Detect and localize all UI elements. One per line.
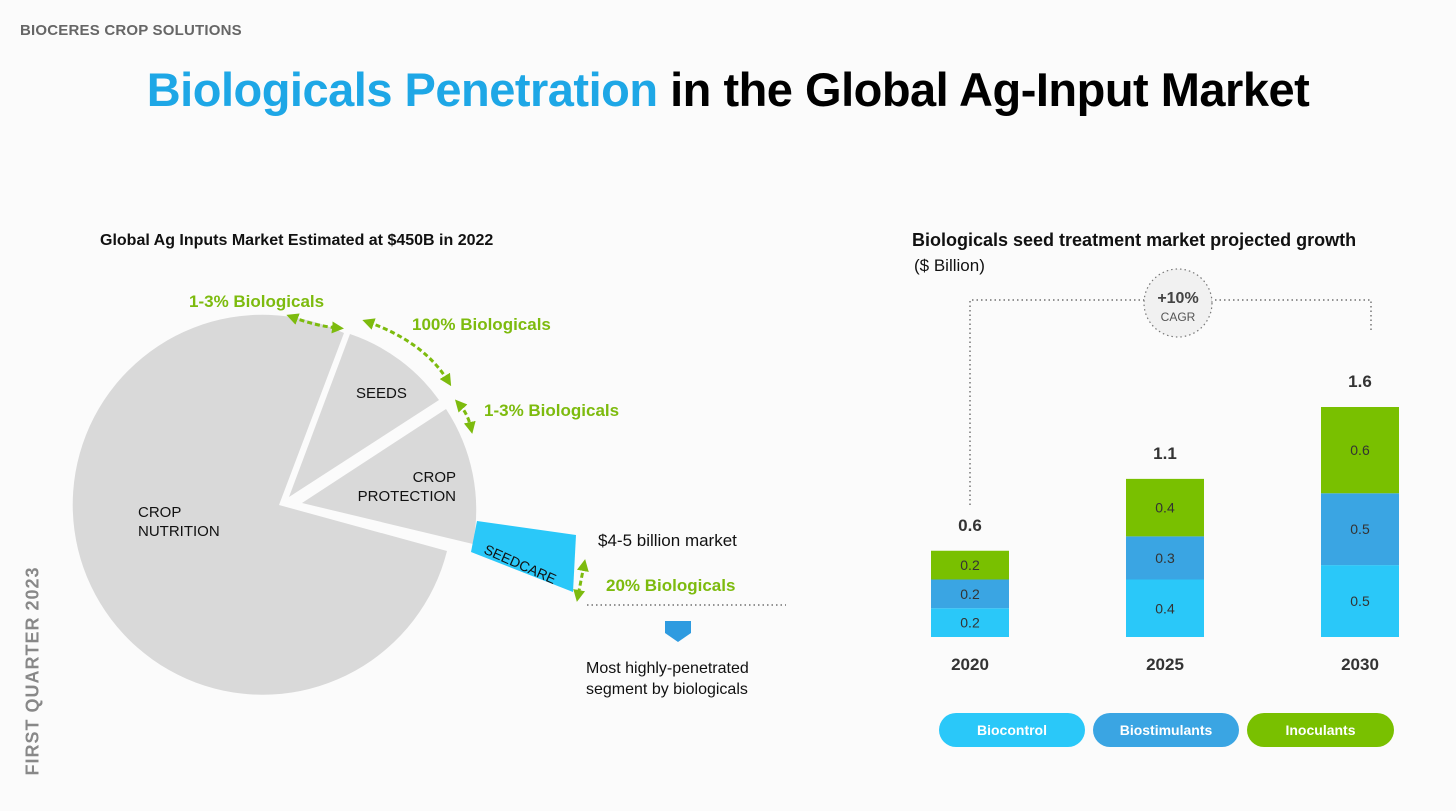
- legend-biostimulants: Biostimulants: [1093, 713, 1239, 747]
- bar-value-label: 0.2: [960, 557, 980, 573]
- legend-label: Biostimulants: [1119, 722, 1213, 738]
- down-pointer-icon: [665, 621, 691, 642]
- seeds-bio-label: 100% Biologicals: [412, 315, 551, 334]
- seeds-arrow: [362, 318, 452, 387]
- pie-label-nutrition: CROP NUTRITION: [138, 504, 220, 540]
- company-name: BIOCERES CROP SOLUTIONS: [20, 22, 242, 39]
- title-highlight: Biologicals Penetration: [146, 63, 658, 116]
- page-title: Biologicals Penetration in the Global Ag…: [0, 62, 1456, 117]
- bar-inoculants-2025: [1126, 478, 1204, 537]
- pie-title: Global Ag Inputs Market Estimated at $45…: [100, 232, 494, 249]
- bar-value-label: 0.4: [1155, 500, 1175, 516]
- bar-value-label: 0.2: [960, 586, 980, 602]
- legend-label: Inoculants: [1285, 722, 1356, 738]
- nutrition-arrow: [286, 313, 344, 334]
- protection-bio-label: 1-3% Biologicals: [484, 401, 620, 420]
- cagr-label: CAGR: [1161, 310, 1196, 324]
- seedcare-market-label: $4-5 billion market: [598, 531, 737, 550]
- seedcare-bio-label: 20% Biologicals: [606, 576, 736, 595]
- x-tick-label: 2030: [1341, 655, 1379, 674]
- bar-biocontrol-2030: [1321, 565, 1399, 637]
- bar-total-label: 1.6: [1348, 372, 1372, 391]
- seedcare-note: Most highly-penetrated segment by biolog…: [586, 660, 749, 698]
- bar-value-label: 0.3: [1155, 550, 1175, 566]
- seedcare-arrow: [573, 559, 589, 602]
- title-rest: in the Global Ag-Input Market: [657, 63, 1310, 116]
- nutrition-bio-label: 1-3% Biologicals: [189, 292, 325, 311]
- pie-chart: CROP NUTRITION SEEDS CROP PROTECTION SEEDC…: [72, 313, 786, 695]
- protection-arrow: [454, 399, 476, 434]
- pie-slice-seedcare: [471, 521, 576, 592]
- legend-biocontrol: Biocontrol: [939, 713, 1085, 747]
- pie-slice-protection: [302, 409, 477, 544]
- pie-label-seeds: SEEDS: [356, 385, 407, 402]
- legend-label: Biocontrol: [977, 722, 1047, 738]
- bar-value-label: 0.6: [1350, 442, 1370, 458]
- bar-biostimulants-2025: [1126, 536, 1204, 580]
- bar-value-label: 0.5: [1350, 521, 1370, 537]
- bar-chart-title: Biologicals seed treatment market projec…: [912, 230, 1357, 250]
- bar-inoculants-2030: [1321, 407, 1399, 494]
- bar-value-label: 0.2: [960, 615, 980, 631]
- pie-slice-nutrition: [72, 314, 448, 695]
- bar-biocontrol-2025: [1126, 579, 1204, 637]
- bar-chart-unit: ($ Billion): [914, 256, 985, 275]
- bar-biostimulants-2020: [931, 579, 1009, 609]
- cagr-value: +10%: [1157, 290, 1198, 307]
- bar-total-label: 0.6: [958, 516, 982, 535]
- bar-biostimulants-2030: [1321, 493, 1399, 566]
- cagr-badge: [1143, 268, 1213, 338]
- x-tick-label: 2020: [951, 655, 989, 674]
- bar-value-label: 0.4: [1155, 600, 1175, 616]
- x-tick-label: 2025: [1146, 655, 1184, 674]
- legend-inoculants: Inoculants: [1247, 713, 1394, 747]
- pie-label-protection: CROP PROTECTION: [358, 469, 456, 505]
- bar-inoculants-2020: [931, 550, 1009, 580]
- bar-total-label: 1.1: [1153, 444, 1177, 463]
- bar-value-label: 0.5: [1350, 593, 1370, 609]
- bar-biocontrol-2020: [931, 608, 1009, 637]
